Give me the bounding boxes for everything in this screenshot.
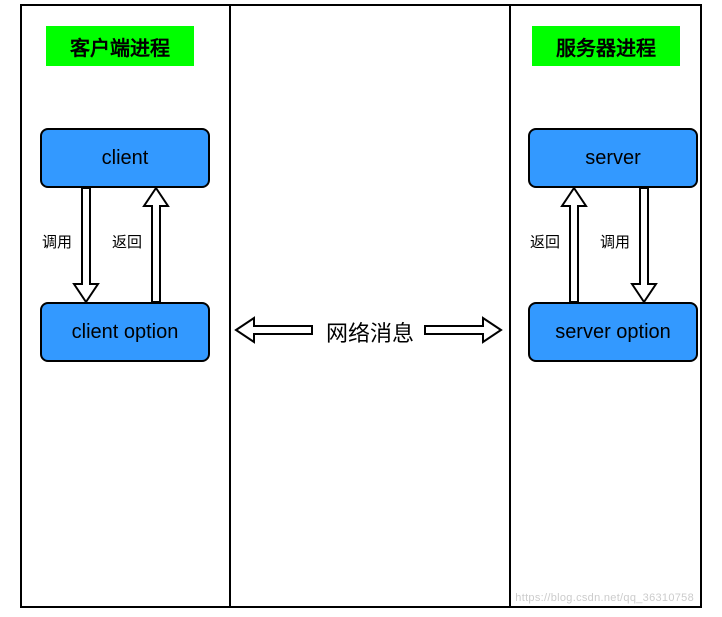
divider-2 — [509, 6, 511, 606]
node-server: server — [528, 128, 698, 188]
node-client-label: client — [102, 147, 149, 170]
label-right-call: 调用 — [598, 231, 632, 252]
node-server-option: server option — [528, 302, 698, 362]
arrow-network-right — [425, 318, 501, 342]
node-client-option-label: client option — [72, 321, 179, 344]
arrow-server-option-to-server — [562, 188, 586, 302]
label-network-message: 网络消息 — [310, 316, 430, 348]
arrow-network-left — [236, 318, 312, 342]
node-client: client — [40, 128, 210, 188]
label-left-return: 返回 — [110, 231, 144, 252]
arrow-client-to-option — [74, 188, 98, 302]
watermark: https://blog.csdn.net/qq_36310758 — [515, 592, 694, 604]
label-left-call: 调用 — [40, 231, 74, 252]
node-server-label: server — [585, 147, 641, 170]
divider-1 — [229, 6, 231, 606]
title-server-process: 服务器进程 — [532, 26, 680, 66]
node-server-option-label: server option — [555, 321, 671, 344]
title-right-label: 服务器进程 — [556, 32, 656, 61]
arrow-option-to-client — [144, 188, 168, 302]
diagram-canvas: 客户端进程 服务器进程 client client option server … — [20, 4, 702, 608]
title-left-label: 客户端进程 — [70, 32, 170, 61]
arrow-server-to-option — [632, 188, 656, 302]
title-client-process: 客户端进程 — [46, 26, 194, 66]
node-client-option: client option — [40, 302, 210, 362]
label-right-return: 返回 — [528, 231, 562, 252]
